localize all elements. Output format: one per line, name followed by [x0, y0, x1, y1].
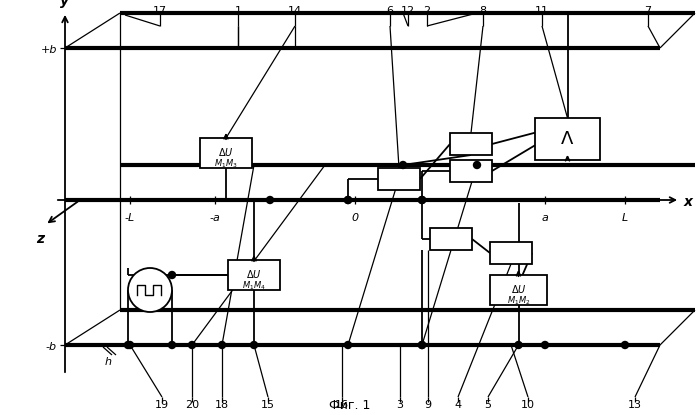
Circle shape [128, 268, 172, 312]
Text: 17: 17 [153, 6, 167, 16]
Bar [535, 118, 600, 160]
Text: h: h [104, 357, 111, 367]
Text: 1: 1 [234, 6, 241, 16]
Text: $M_1M_4$: $M_1M_4$ [242, 279, 266, 291]
Text: 2: 2 [424, 6, 430, 16]
Text: 4: 4 [454, 400, 461, 410]
Text: 15: 15 [261, 400, 275, 410]
Circle shape [419, 342, 426, 349]
Text: 3: 3 [396, 400, 403, 410]
Text: y: y [60, 0, 69, 8]
Text: 14: 14 [288, 6, 302, 16]
Text: Фиг. 1: Фиг. 1 [329, 399, 371, 412]
Bar [228, 260, 280, 290]
Text: L: L [622, 213, 628, 223]
Bar [430, 228, 472, 250]
Text: -a: -a [209, 213, 220, 223]
Text: $\Delta U$: $\Delta U$ [511, 283, 526, 295]
Text: $M_1M_2$: $M_1M_2$ [507, 294, 531, 307]
Circle shape [344, 196, 351, 203]
Text: $M_1M_3$: $M_1M_3$ [214, 157, 238, 169]
Circle shape [251, 342, 258, 349]
Circle shape [169, 342, 176, 349]
Circle shape [267, 196, 274, 203]
Text: 9: 9 [424, 400, 432, 410]
Circle shape [218, 342, 225, 349]
Text: 6: 6 [386, 6, 393, 16]
Circle shape [622, 342, 629, 349]
Circle shape [473, 161, 480, 168]
Bar [490, 242, 532, 264]
Circle shape [419, 342, 426, 349]
Text: 11: 11 [535, 6, 549, 16]
Circle shape [542, 342, 549, 349]
Text: +b: +b [41, 45, 57, 55]
Bar [450, 160, 492, 182]
Bar [200, 138, 252, 168]
Text: -b: -b [46, 342, 57, 352]
Circle shape [188, 342, 195, 349]
Bar [378, 168, 420, 190]
Text: 8: 8 [480, 6, 486, 16]
Text: 18: 18 [215, 400, 229, 410]
Text: a: a [542, 213, 548, 223]
Text: 16: 16 [335, 400, 349, 410]
Text: -L: -L [125, 213, 135, 223]
Circle shape [344, 342, 351, 349]
Text: $\Delta U$: $\Delta U$ [246, 268, 262, 280]
Text: 19: 19 [155, 400, 169, 410]
Text: 7: 7 [645, 6, 652, 16]
Bar [490, 275, 547, 305]
Circle shape [169, 271, 176, 278]
Text: z: z [36, 232, 44, 246]
Text: x: x [684, 195, 693, 209]
Circle shape [125, 342, 132, 349]
Text: 20: 20 [185, 400, 199, 410]
Text: 5: 5 [484, 400, 491, 410]
Circle shape [127, 342, 134, 349]
Circle shape [344, 196, 351, 203]
Circle shape [419, 196, 426, 203]
Circle shape [400, 161, 407, 168]
Bar [450, 133, 492, 155]
Text: 12: 12 [401, 6, 415, 16]
Text: 10: 10 [521, 400, 535, 410]
Circle shape [419, 196, 426, 203]
Text: $\Lambda$: $\Lambda$ [561, 130, 575, 148]
Text: 13: 13 [628, 400, 642, 410]
Circle shape [515, 342, 522, 349]
Text: $\Delta U$: $\Delta U$ [218, 146, 234, 158]
Text: 0: 0 [351, 213, 358, 223]
